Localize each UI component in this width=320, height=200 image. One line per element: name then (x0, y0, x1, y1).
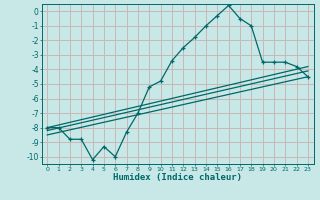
X-axis label: Humidex (Indice chaleur): Humidex (Indice chaleur) (113, 173, 242, 182)
